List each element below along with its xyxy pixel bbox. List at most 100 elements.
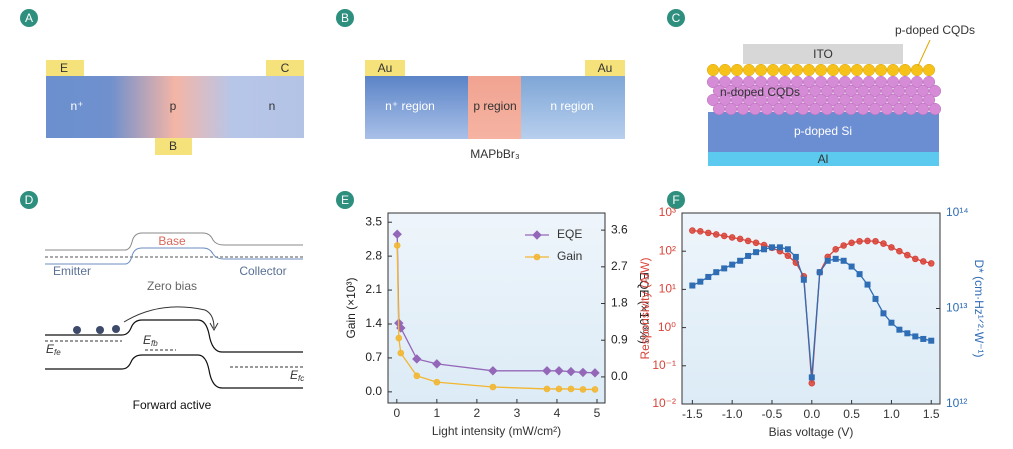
y2-tick-label: 0.9 — [611, 332, 628, 346]
quantum-dot — [874, 93, 888, 107]
quantum-dot — [802, 93, 816, 107]
panel-label: A — [25, 11, 33, 25]
x-tick-label: -1.5 — [682, 407, 703, 421]
point — [412, 354, 422, 364]
quantum-dot — [742, 93, 756, 107]
region-label: n⁺ region — [385, 99, 435, 113]
legend-marker — [533, 253, 541, 261]
quantum-dot — [862, 93, 876, 107]
panel-badge — [667, 9, 685, 27]
quantum-dot — [808, 84, 822, 98]
x-tick-label: 3 — [514, 406, 521, 420]
point — [848, 239, 855, 247]
x-tick-label: 5 — [594, 406, 601, 420]
quantum-dot — [754, 75, 768, 89]
region-label: n⁺ — [70, 99, 83, 113]
quantum-dot — [844, 84, 858, 98]
panel-c: C ITO n-doped CQDs p-doped Si Al p-doped CQD… — [667, 9, 975, 166]
y2-tick-label: 2.7 — [611, 259, 628, 273]
point — [880, 310, 887, 317]
x-tick-label: 2 — [474, 406, 481, 420]
quantum-dot — [922, 75, 936, 89]
point — [896, 326, 903, 333]
quantum-dot — [742, 75, 756, 89]
quantum-dot — [826, 93, 840, 107]
x-tick-label: 4 — [554, 406, 561, 420]
quantum-dot — [706, 75, 720, 89]
electron — [73, 326, 81, 334]
callout-line — [917, 39, 931, 67]
x-tick-label: 0 — [393, 406, 400, 420]
subscript: fb — [151, 339, 158, 348]
point — [880, 240, 887, 247]
quantum-dot — [898, 75, 912, 89]
y2-tick-label: 0.0 — [611, 369, 628, 383]
band-line — [45, 354, 303, 389]
point — [728, 234, 736, 241]
fermi-label: Efe — [46, 342, 61, 357]
point — [737, 257, 744, 264]
quantum-dot — [820, 102, 834, 116]
caption: Zero bias — [147, 279, 197, 293]
contact-label: Au — [598, 61, 613, 75]
fermi-label: Efc — [290, 368, 304, 383]
quantum-dot — [874, 75, 888, 89]
point — [395, 334, 403, 342]
quantum-dot — [760, 102, 774, 116]
quantum-dot — [928, 102, 942, 116]
point — [784, 252, 792, 260]
region — [365, 76, 468, 139]
point — [432, 359, 442, 369]
electron — [112, 325, 120, 333]
y-tick-label: 10⁻² — [652, 396, 676, 410]
quantum-dot — [922, 63, 936, 77]
y2-tick-label: 10¹⁴ — [946, 205, 969, 219]
point — [856, 237, 863, 245]
point — [864, 237, 871, 245]
point — [579, 386, 587, 393]
quantum-dot — [742, 63, 756, 77]
quantum-dot — [718, 63, 732, 77]
arrow-head — [209, 322, 219, 332]
quantum-dot — [754, 63, 768, 77]
y-tick-label: 1.4 — [365, 316, 382, 330]
symbol: E — [290, 368, 299, 382]
symbol: E — [46, 342, 55, 356]
contact — [585, 60, 625, 76]
point — [721, 265, 728, 272]
point — [928, 337, 935, 344]
quantum-dot — [880, 84, 894, 98]
quantum-dot — [862, 63, 876, 77]
band-line — [45, 232, 303, 251]
y-tick-label: 2.1 — [365, 282, 382, 296]
point — [856, 271, 863, 278]
point — [720, 232, 728, 240]
callout-label: p-doped CQDs — [895, 23, 975, 37]
y-tick-label: 10¹ — [659, 282, 676, 296]
subscript: fe — [54, 348, 61, 357]
point — [888, 244, 895, 251]
y-tick-label: 0.7 — [365, 350, 382, 364]
point — [697, 278, 704, 285]
point — [784, 246, 791, 253]
x-axis-label: Light intensity (mW/cm²) — [432, 424, 561, 438]
quantum-dot — [904, 84, 918, 98]
quantum-dot — [790, 75, 804, 89]
point — [729, 261, 736, 268]
point — [590, 368, 600, 378]
point — [433, 378, 441, 386]
point — [768, 244, 775, 251]
symbol: E — [143, 333, 152, 347]
point — [912, 255, 919, 263]
point — [792, 253, 799, 260]
quantum-dot — [850, 63, 864, 77]
quantum-dot — [730, 93, 744, 107]
chart: F -1.5 -1.0 -0.5 0.0 0.5 1.0 1.5 10⁻² 10⁻¹ 10⁰ 10¹ 1… — [638, 191, 986, 439]
point — [761, 246, 768, 253]
point — [848, 263, 855, 270]
quantum-dot — [706, 63, 720, 77]
quantum-dot — [886, 75, 900, 89]
region-label: p region — [473, 99, 516, 113]
x-axis-label: Bias voltage (V) — [769, 425, 854, 439]
